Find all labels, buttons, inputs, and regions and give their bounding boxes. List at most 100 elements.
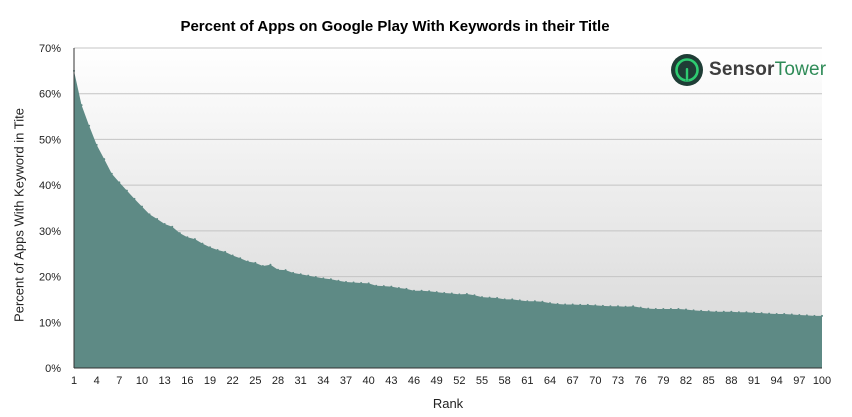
data-point [753, 311, 755, 314]
data-point [141, 205, 143, 208]
data-point [465, 292, 468, 295]
data-point [654, 308, 657, 311]
data-point [768, 312, 771, 315]
data-point [571, 303, 574, 306]
x-tick-label: 94 [771, 375, 783, 387]
data-point [662, 308, 665, 311]
data-point [435, 291, 438, 294]
y-tick-label: 40% [39, 180, 61, 192]
data-point [496, 297, 499, 300]
data-point [692, 309, 695, 312]
chart-title: Percent of Apps on Google Play With Keyw… [180, 18, 610, 35]
x-tick-label: 1 [71, 375, 77, 387]
data-point [428, 290, 431, 293]
x-tick-label: 88 [725, 375, 737, 387]
data-point [390, 285, 393, 288]
x-tick-label: 13 [159, 375, 171, 387]
data-point [110, 172, 113, 175]
logo-text-sensor: Sensor [709, 59, 775, 80]
data-point [413, 289, 415, 292]
data-point [700, 309, 703, 312]
data-point [715, 310, 718, 313]
x-tick-label: 49 [431, 375, 443, 387]
data-point [171, 225, 174, 228]
data-point [760, 312, 763, 315]
y-tick-label: 0% [45, 363, 61, 375]
data-point [420, 289, 423, 292]
data-point [549, 302, 551, 305]
sensortower-logo: SensorTower [670, 53, 826, 87]
data-point [397, 287, 400, 289]
y-tick-label: 10% [39, 317, 61, 329]
data-point [579, 303, 582, 306]
data-point [277, 268, 279, 271]
data-point [209, 246, 211, 249]
y-tick-label: 50% [39, 134, 61, 146]
data-point [375, 284, 378, 287]
data-point [443, 292, 446, 295]
x-tick-label: 46 [408, 375, 420, 387]
data-point [564, 303, 567, 306]
data-point [95, 143, 98, 146]
data-point [231, 254, 234, 257]
data-point [193, 238, 196, 241]
data-point [518, 299, 521, 302]
data-point [745, 311, 748, 314]
data-point [669, 308, 672, 311]
data-point [511, 298, 514, 301]
x-tick-label: 25 [249, 375, 261, 387]
y-tick-label: 20% [39, 272, 61, 284]
data-point [458, 293, 461, 296]
x-tick-label: 85 [703, 375, 715, 387]
data-point [186, 236, 189, 239]
x-tick-label: 55 [476, 375, 488, 387]
data-point [775, 313, 778, 316]
data-point [360, 281, 363, 284]
data-point [156, 217, 159, 220]
x-tick-label: 19 [204, 375, 216, 387]
data-point [617, 305, 619, 308]
data-point [382, 285, 385, 288]
data-point [609, 305, 612, 308]
data-point [133, 197, 136, 200]
data-point [148, 213, 151, 216]
sensortower-logo-text: SensorTower [709, 59, 826, 81]
data-point [707, 310, 710, 313]
y-tick-label: 70% [39, 43, 61, 55]
data-point [224, 250, 227, 253]
data-point [367, 282, 370, 285]
data-point [533, 300, 536, 303]
data-point [790, 313, 793, 316]
data-area [74, 70, 822, 369]
x-tick-label: 4 [94, 375, 100, 387]
data-point [677, 308, 680, 311]
data-point [594, 304, 597, 307]
data-point [526, 300, 529, 303]
data-point [805, 314, 808, 317]
y-tick-label: 60% [39, 89, 61, 101]
x-tick-label: 70 [589, 375, 601, 387]
x-tick-label: 43 [385, 375, 397, 387]
x-tick-label: 37 [340, 375, 352, 387]
x-tick-label: 67 [567, 375, 579, 387]
data-point [329, 278, 332, 281]
data-point [314, 276, 317, 279]
data-point [813, 314, 816, 317]
data-point [163, 223, 166, 225]
x-tick-label: 91 [748, 375, 760, 387]
data-point [632, 305, 635, 308]
logo-text-tower: Tower [774, 59, 827, 80]
data-point [722, 310, 725, 313]
x-tick-label: 61 [521, 375, 533, 387]
data-point [254, 261, 257, 264]
data-point [473, 294, 476, 297]
x-tick-label: 22 [227, 375, 239, 387]
data-point [488, 296, 491, 299]
data-point [284, 269, 287, 272]
data-point [322, 277, 325, 280]
data-point [103, 158, 106, 161]
data-point [730, 310, 733, 313]
data-point [352, 281, 355, 284]
data-point [178, 232, 181, 235]
